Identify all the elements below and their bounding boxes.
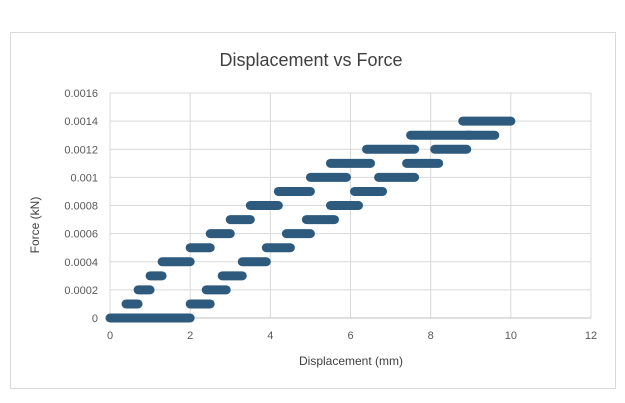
y-tick-label: 0.0002 (64, 285, 98, 297)
x-tick-label: 4 (267, 330, 273, 342)
y-tick-label: 0.0006 (64, 229, 98, 241)
chart-frame: Displacement vs Force 0 0.0002 0.0004 0.000… (10, 32, 616, 389)
chart-title: Displacement vs Force (219, 50, 402, 70)
y-tick-label: 0.0012 (64, 144, 98, 156)
data-marks (105, 116, 516, 323)
x-tick-label: 0 (107, 330, 113, 342)
x-tick-label: 6 (347, 330, 353, 342)
x-tick-label: 12 (585, 330, 597, 342)
x-tick-labels: 0 2 4 6 8 10 12 (107, 330, 597, 342)
y-axis-label: Force (kN) (28, 197, 42, 254)
x-axis-label: Displacement (mm) (299, 354, 403, 368)
x-tick-label: 2 (187, 330, 193, 342)
y-tick-label: 0.0016 (64, 88, 98, 100)
y-tick-label: 0.001 (70, 172, 98, 184)
y-tick-label: 0.0008 (64, 201, 98, 213)
x-tick-label: 8 (428, 330, 434, 342)
y-tick-label: 0 (92, 313, 98, 325)
y-tick-labels: 0 0.0002 0.0004 0.0006 0.0008 0.001 0.0012 0.00… (64, 88, 98, 325)
chart-svg: Displacement vs Force 0 0.0002 0.0004 0.000… (28, 50, 597, 368)
x-tick-label: 10 (505, 330, 517, 342)
y-tick-label: 0.0004 (64, 257, 98, 269)
y-tick-label: 0.0014 (64, 116, 98, 128)
